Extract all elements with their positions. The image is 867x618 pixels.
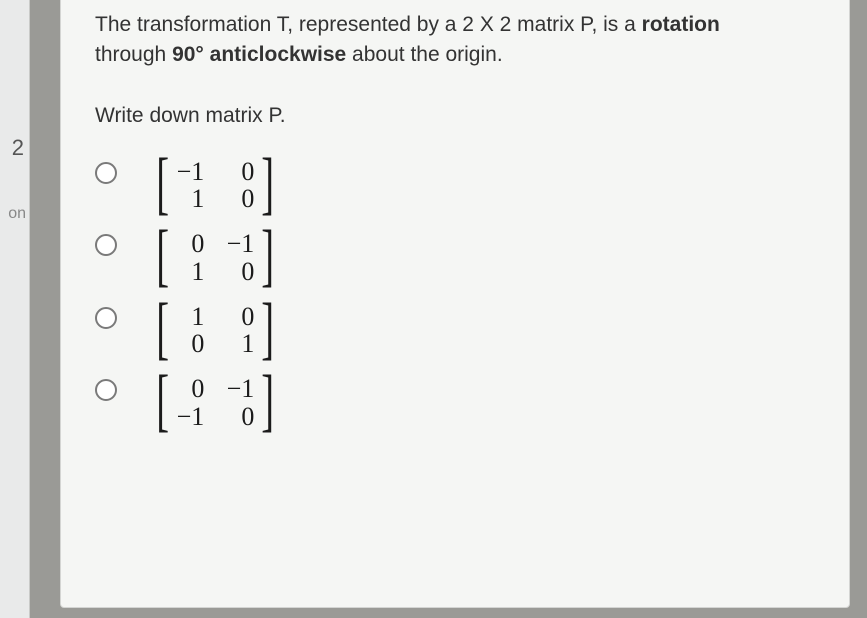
question-text: The transformation T, represented by a 2… bbox=[95, 13, 642, 36]
matrix-option-2: [ 0 −1 1 0 ] bbox=[151, 226, 280, 289]
matrix-cell: 1 bbox=[176, 303, 204, 330]
bracket-left-icon: [ bbox=[156, 299, 169, 362]
matrix-cell: 1 bbox=[226, 330, 254, 357]
matrix-grid: 1 0 0 1 bbox=[174, 299, 256, 362]
question-card: The transformation T, represented by a 2… bbox=[60, 0, 850, 608]
matrix-grid: −1 0 1 0 bbox=[174, 154, 256, 217]
question-bold-2: 90° anticlockwise bbox=[172, 43, 346, 66]
radio-icon[interactable] bbox=[95, 379, 117, 401]
option-row[interactable]: [ 0 −1 1 0 ] bbox=[95, 226, 821, 289]
matrix-grid: 0 −1 1 0 bbox=[174, 226, 256, 289]
option-row[interactable]: [ −1 0 1 0 ] bbox=[95, 154, 821, 217]
matrix-option-1: [ −1 0 1 0 ] bbox=[151, 154, 280, 217]
matrix-option-4: [ 0 −1 −1 0 ] bbox=[151, 371, 280, 434]
matrix-cell: 0 bbox=[226, 185, 254, 212]
matrix-cell: 0 bbox=[226, 258, 254, 285]
question-line-2: through 90° anticlockwise about the orig… bbox=[95, 41, 821, 69]
sidebar-suffix: on bbox=[0, 205, 28, 223]
matrix-cell: 0 bbox=[176, 375, 204, 402]
sidebar-number: 2 bbox=[0, 135, 28, 161]
question-bold-1: rotation bbox=[642, 13, 720, 36]
bracket-left-icon: [ bbox=[156, 154, 169, 217]
radio-icon[interactable] bbox=[95, 234, 117, 256]
question-line-1: The transformation T, represented by a 2… bbox=[95, 11, 821, 39]
matrix-cell: 0 bbox=[226, 158, 254, 185]
bracket-right-icon: ] bbox=[262, 371, 275, 434]
option-row[interactable]: [ 0 −1 −1 0 ] bbox=[95, 371, 821, 434]
matrix-cell: 0 bbox=[226, 303, 254, 330]
bracket-right-icon: ] bbox=[262, 299, 275, 362]
option-row[interactable]: [ 1 0 0 1 ] bbox=[95, 299, 821, 362]
question-prompt: Write down matrix P. bbox=[95, 104, 821, 128]
matrix-cell: −1 bbox=[226, 230, 254, 257]
matrix-cell: −1 bbox=[176, 403, 204, 430]
left-sidebar: 2 on bbox=[0, 0, 30, 618]
question-text: through bbox=[95, 43, 172, 66]
matrix-option-3: [ 1 0 0 1 ] bbox=[151, 299, 280, 362]
bracket-left-icon: [ bbox=[156, 371, 169, 434]
matrix-cell: 0 bbox=[226, 403, 254, 430]
matrix-cell: −1 bbox=[226, 375, 254, 402]
matrix-cell: −1 bbox=[176, 158, 204, 185]
bracket-right-icon: ] bbox=[262, 226, 275, 289]
matrix-grid: 0 −1 −1 0 bbox=[174, 371, 256, 434]
bracket-right-icon: ] bbox=[262, 154, 275, 217]
radio-icon[interactable] bbox=[95, 162, 117, 184]
matrix-cell: 0 bbox=[176, 230, 204, 257]
matrix-cell: 0 bbox=[176, 330, 204, 357]
radio-icon[interactable] bbox=[95, 307, 117, 329]
matrix-cell: 1 bbox=[176, 185, 204, 212]
options-list: [ −1 0 1 0 ] [ 0 −1 1 0 ] bbox=[95, 154, 821, 434]
matrix-cell: 1 bbox=[176, 258, 204, 285]
question-text: about the origin. bbox=[346, 43, 502, 66]
bracket-left-icon: [ bbox=[156, 226, 169, 289]
